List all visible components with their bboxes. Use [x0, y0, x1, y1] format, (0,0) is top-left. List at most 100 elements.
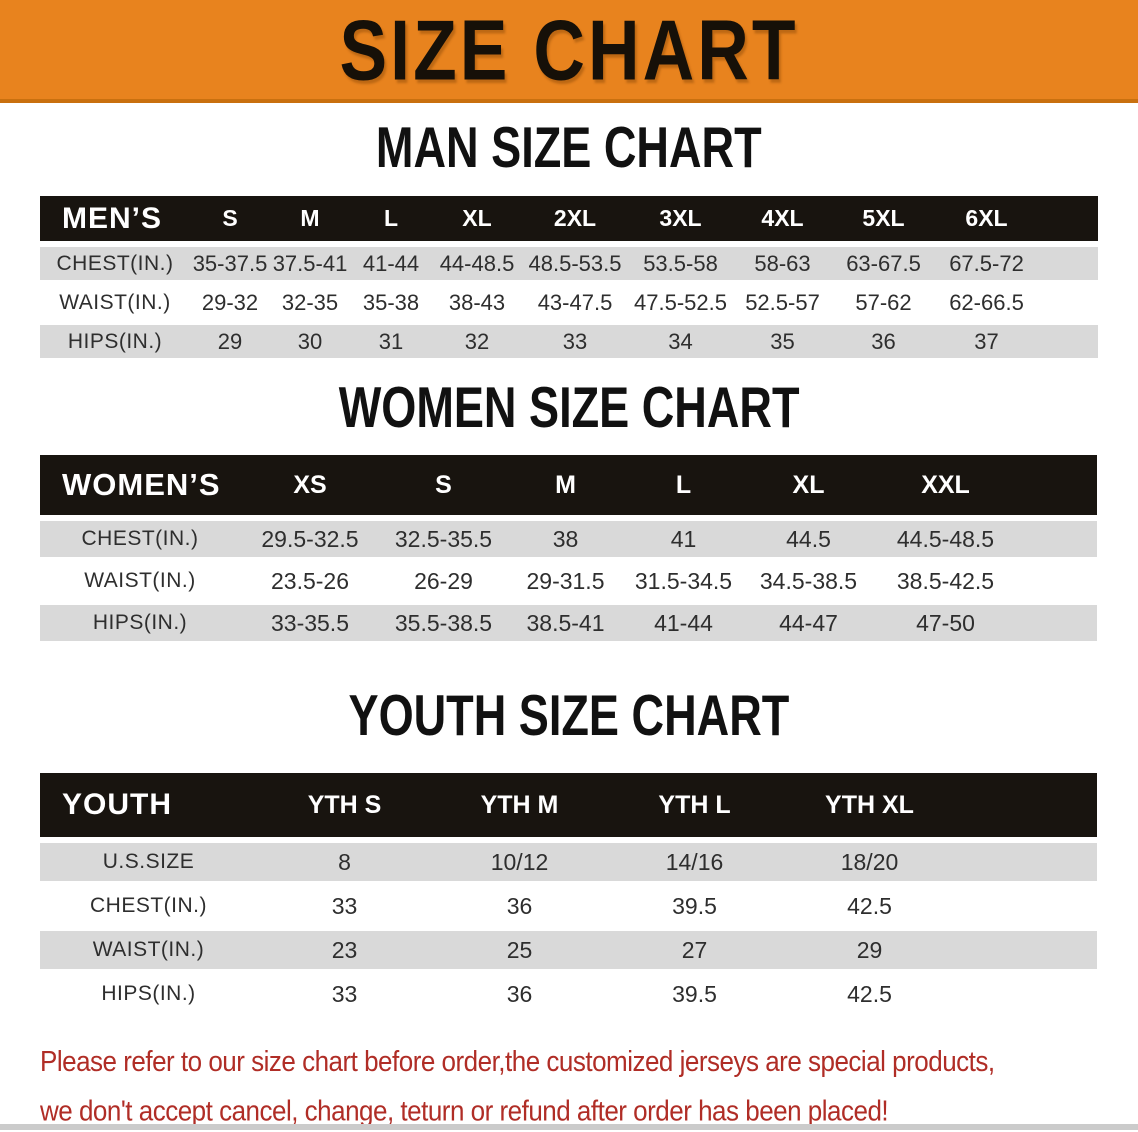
size-cell: 38.5-42.5 — [874, 563, 1097, 599]
row-label: CHEST(IN.) — [40, 247, 190, 280]
size-cell: 39.5 — [607, 975, 782, 1013]
column-header: XXL — [874, 455, 1097, 515]
size-cell: 33 — [522, 325, 628, 358]
size-cell: 62-66.5 — [935, 286, 1098, 319]
column-header: YTH L — [607, 773, 782, 837]
column-header: L — [350, 196, 432, 241]
row-label: HIPS(IN.) — [40, 605, 240, 641]
size-cell: 33-35.5 — [240, 605, 380, 641]
size-cell: 41-44 — [350, 247, 432, 280]
men-size-chart-title: MAN SIZE CHART — [376, 114, 762, 179]
row-label: CHEST(IN.) — [40, 521, 240, 557]
youth-hips-row: HIPS(IN.) 33 36 39.5 42.5 — [40, 975, 1097, 1013]
column-header: YTH M — [432, 773, 607, 837]
size-cell: 38-43 — [432, 286, 522, 319]
size-cell: 35-38 — [350, 286, 432, 319]
youth-ussize-row: U.S.SIZE 8 10/12 14/16 18/20 — [40, 843, 1097, 881]
size-cell: 58-63 — [733, 247, 832, 280]
women-section: WOMEN SIZE CHART WOMEN’S XS S M L XL XXL — [0, 364, 1138, 647]
size-cell: 53.5-58 — [628, 247, 733, 280]
row-label: WAIST(IN.) — [40, 931, 257, 969]
size-cell: 18/20 — [782, 843, 1097, 881]
size-cell: 37 — [935, 325, 1098, 358]
column-header: 6XL — [935, 196, 1098, 241]
size-cell: 43-47.5 — [522, 286, 628, 319]
men-section: MAN SIZE CHART MEN’S S M L XL 2XL 3XL 4X… — [0, 103, 1138, 364]
women-table-header-row: WOMEN’S XS S M L XL XXL — [40, 455, 1097, 515]
women-waist-row: WAIST(IN.) 23.5-26 26-29 29-31.5 31.5-34… — [40, 563, 1097, 599]
column-header: M — [507, 455, 624, 515]
size-cell: 32 — [432, 325, 522, 358]
column-header: L — [624, 455, 743, 515]
size-cell: 41 — [624, 521, 743, 557]
column-header: XS — [240, 455, 380, 515]
size-cell: 47.5-52.5 — [628, 286, 733, 319]
women-size-chart-title: WOMEN SIZE CHART — [338, 374, 800, 439]
size-cell: 35-37.5 — [190, 247, 270, 280]
youth-chest-row: CHEST(IN.) 33 36 39.5 42.5 — [40, 887, 1097, 925]
size-cell: 44.5 — [743, 521, 874, 557]
size-cell: 8 — [257, 843, 432, 881]
size-cell: 36 — [432, 887, 607, 925]
row-label: HIPS(IN.) — [40, 325, 190, 358]
size-cell: 36 — [832, 325, 935, 358]
size-cell: 35 — [733, 325, 832, 358]
size-cell: 57-62 — [832, 286, 935, 319]
size-cell: 23 — [257, 931, 432, 969]
size-cell: 29 — [782, 931, 1097, 969]
men-hips-row: HIPS(IN.) 29 30 31 32 33 34 35 36 37 — [40, 325, 1098, 358]
size-cell: 41-44 — [624, 605, 743, 641]
size-cell: 42.5 — [782, 975, 1097, 1013]
women-title-wrap: WOMEN SIZE CHART — [0, 364, 1138, 449]
size-cell: 30 — [270, 325, 350, 358]
size-cell: 34 — [628, 325, 733, 358]
size-cell: 38.5-41 — [507, 605, 624, 641]
youth-waist-row: WAIST(IN.) 23 25 27 29 — [40, 931, 1097, 969]
size-cell: 14/16 — [607, 843, 782, 881]
women-size-table: WOMEN’S XS S M L XL XXL CHEST(IN.) 29.5-… — [40, 449, 1097, 647]
size-cell: 52.5-57 — [733, 286, 832, 319]
size-cell: 29-32 — [190, 286, 270, 319]
row-label: WAIST(IN.) — [40, 563, 240, 599]
size-cell: 34.5-38.5 — [743, 563, 874, 599]
size-cell: 47-50 — [874, 605, 1097, 641]
size-cell: 44.5-48.5 — [874, 521, 1097, 557]
order-notice: Please refer to our size chart before or… — [40, 1037, 1138, 1132]
banner: SIZE CHART — [0, 0, 1138, 103]
youth-size-chart-title: YOUTH SIZE CHART — [348, 682, 790, 748]
men-waist-row: WAIST(IN.) 29-32 32-35 35-38 38-43 43-47… — [40, 286, 1098, 319]
row-label: WAIST(IN.) — [40, 286, 190, 319]
women-table-corner-label: WOMEN’S — [40, 455, 240, 515]
size-cell: 42.5 — [782, 887, 1097, 925]
column-header: S — [190, 196, 270, 241]
column-header: 3XL — [628, 196, 733, 241]
notice-line-2: we don't accept cancel, change, teturn o… — [40, 1094, 889, 1128]
women-hips-row: HIPS(IN.) 33-35.5 35.5-38.5 38.5-41 41-4… — [40, 605, 1097, 641]
banner-title: SIZE CHART — [339, 1, 799, 98]
size-cell: 10/12 — [432, 843, 607, 881]
row-label: U.S.SIZE — [40, 843, 257, 881]
column-header: YTH XL — [782, 773, 1097, 837]
size-cell: 32.5-35.5 — [380, 521, 507, 557]
size-cell: 33 — [257, 887, 432, 925]
notice-line-1: Please refer to our size chart before or… — [40, 1044, 995, 1078]
column-header: 4XL — [733, 196, 832, 241]
men-chest-row: CHEST(IN.) 35-37.5 37.5-41 41-44 44-48.5… — [40, 247, 1098, 280]
size-cell: 26-29 — [380, 563, 507, 599]
size-cell: 35.5-38.5 — [380, 605, 507, 641]
size-cell: 48.5-53.5 — [522, 247, 628, 280]
size-cell: 31.5-34.5 — [624, 563, 743, 599]
youth-size-table: YOUTH YTH S YTH M YTH L YTH XL U.S.SIZE … — [40, 767, 1097, 1019]
youth-table-header-row: YOUTH YTH S YTH M YTH L YTH XL — [40, 773, 1097, 837]
column-header: M — [270, 196, 350, 241]
column-header: XL — [743, 455, 874, 515]
size-cell: 36 — [432, 975, 607, 1013]
column-header: S — [380, 455, 507, 515]
bottom-divider — [0, 1124, 1138, 1130]
size-cell: 29.5-32.5 — [240, 521, 380, 557]
men-table-corner-label: MEN’S — [40, 196, 190, 241]
size-cell: 25 — [432, 931, 607, 969]
size-cell: 27 — [607, 931, 782, 969]
size-cell: 44-47 — [743, 605, 874, 641]
column-header: 5XL — [832, 196, 935, 241]
